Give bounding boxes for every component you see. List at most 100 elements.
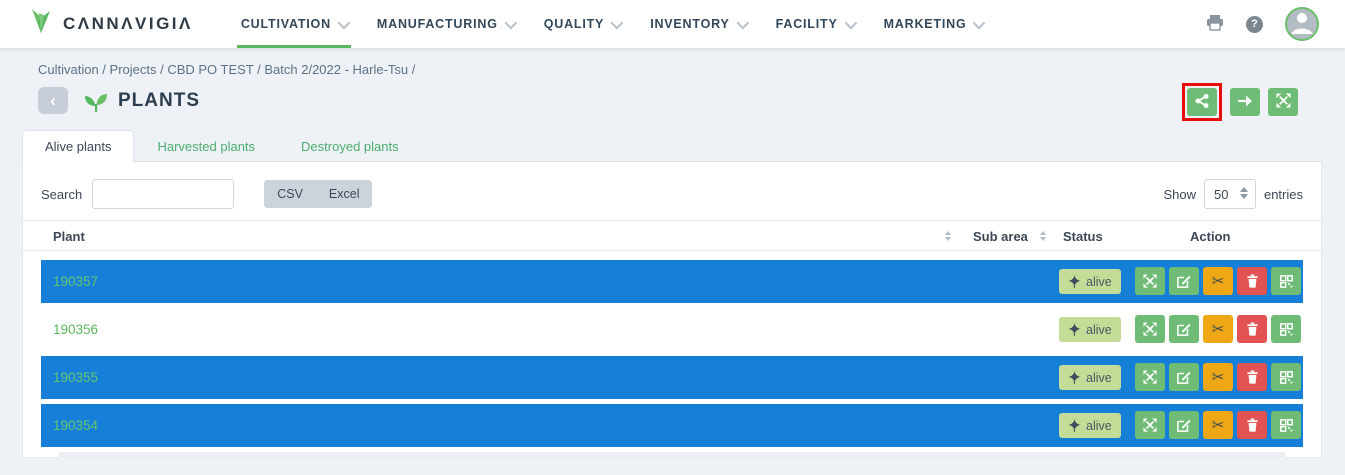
edit-plant-button[interactable] bbox=[1169, 363, 1199, 391]
edit-icon bbox=[1177, 371, 1191, 384]
excel-export-button[interactable]: Excel bbox=[315, 180, 373, 208]
nav-item-inventory[interactable]: INVENTORY bbox=[650, 0, 749, 48]
status-badge: alive bbox=[1059, 365, 1121, 390]
brand-logo[interactable]: CΛNNΛVIGIΛ bbox=[28, 7, 193, 42]
column-header-sub-area[interactable]: Sub area bbox=[973, 229, 1028, 244]
page-actions bbox=[1182, 83, 1298, 121]
row-actions: ✂ bbox=[1135, 411, 1301, 439]
chevron-down-icon bbox=[610, 16, 624, 29]
search-input[interactable] bbox=[92, 179, 235, 209]
move-forward-button[interactable] bbox=[1230, 88, 1260, 116]
row-actions: ✂ bbox=[1135, 315, 1301, 343]
cannabis-leaf-icon bbox=[1068, 371, 1081, 384]
chevron-down-icon bbox=[736, 16, 749, 29]
nav-item-quality[interactable]: QUALITY bbox=[543, 0, 624, 48]
back-button[interactable]: ‹ bbox=[38, 87, 68, 114]
table-row[interactable]: 190357 alive ✂ bbox=[41, 260, 1303, 303]
edit-plant-button[interactable] bbox=[1169, 315, 1199, 343]
harvest-plant-button[interactable]: ✂ bbox=[1203, 315, 1233, 343]
row-actions: ✂ bbox=[1135, 363, 1301, 391]
csv-export-button[interactable]: CSV bbox=[264, 180, 316, 208]
move-plant-button[interactable] bbox=[1135, 267, 1165, 295]
qr-code-button[interactable] bbox=[1271, 315, 1301, 343]
edit-plant-button[interactable] bbox=[1169, 411, 1199, 439]
move-plant-button[interactable] bbox=[1135, 363, 1165, 391]
nav-label: MANUFACTURING bbox=[376, 17, 498, 31]
qr-code-button[interactable] bbox=[1271, 363, 1301, 391]
status-text: alive bbox=[1086, 370, 1112, 385]
table-row[interactable]: 190356 alive ✂ bbox=[41, 308, 1303, 351]
cannabis-leaf-icon bbox=[1068, 323, 1081, 336]
page-header: ‹ PLANTS bbox=[38, 83, 1345, 121]
status-badge: alive bbox=[1059, 317, 1121, 342]
share-button[interactable] bbox=[1187, 88, 1217, 116]
status-text: alive bbox=[1086, 322, 1112, 337]
edit-plant-button[interactable] bbox=[1169, 267, 1199, 295]
breadcrumb[interactable]: Cultivation / Projects / CBD PO TEST / B… bbox=[38, 62, 416, 77]
show-label: Show bbox=[1163, 186, 1196, 202]
page-size-select[interactable]: 50 bbox=[1203, 179, 1256, 209]
expand-arrows-button[interactable] bbox=[1268, 88, 1298, 116]
harvest-plant-button[interactable]: ✂ bbox=[1203, 363, 1233, 391]
select-arrows-icon bbox=[1239, 187, 1248, 199]
move-plant-button[interactable] bbox=[1135, 411, 1165, 439]
plant-id-link[interactable]: 190355 bbox=[53, 370, 99, 385]
status-text: alive bbox=[1086, 418, 1112, 433]
main-navigation: CULTIVATION MANUFACTURING QUALITY INVENT… bbox=[236, 0, 986, 48]
destroy-plant-button[interactable] bbox=[1237, 363, 1267, 391]
plant-id-link[interactable]: 190354 bbox=[53, 418, 99, 433]
edit-icon bbox=[1177, 275, 1191, 288]
sort-arrows-icon[interactable] bbox=[1040, 231, 1046, 241]
table-header: Plant Sub area Status Action bbox=[23, 220, 1321, 251]
print-button[interactable] bbox=[1206, 14, 1224, 34]
help-button[interactable]: ? bbox=[1246, 15, 1263, 33]
tab-destroyed-plants[interactable]: Destroyed plants bbox=[301, 139, 399, 154]
nav-item-facility[interactable]: FACILITY bbox=[776, 0, 857, 48]
nav-label: QUALITY bbox=[543, 17, 605, 31]
qr-code-button[interactable] bbox=[1271, 267, 1301, 295]
column-header-plant[interactable]: Plant bbox=[53, 229, 85, 244]
user-avatar[interactable] bbox=[1285, 7, 1319, 41]
harvest-plant-button[interactable]: ✂ bbox=[1203, 267, 1233, 295]
table-row[interactable]: 190354 alive ✂ bbox=[41, 404, 1303, 447]
share-icon bbox=[1194, 93, 1210, 112]
edit-icon bbox=[1177, 419, 1191, 432]
top-navbar: CΛNNΛVIGIΛ CULTIVATION MANUFACTURING QUA… bbox=[0, 0, 1345, 48]
qr-code-icon bbox=[1279, 370, 1293, 384]
table-row[interactable]: 190355 alive ✂ bbox=[41, 356, 1303, 399]
destroy-plant-button[interactable] bbox=[1237, 315, 1267, 343]
seedling-icon bbox=[84, 90, 108, 112]
table-toolbar: Search CSV Excel Show 50 entries bbox=[23, 162, 1321, 209]
tab-alive-plants[interactable]: Alive plants bbox=[22, 130, 135, 162]
chevron-down-icon bbox=[844, 16, 857, 29]
brand-name: CΛNNΛVIGIΛ bbox=[63, 14, 193, 33]
sort-arrows-icon[interactable] bbox=[945, 231, 951, 241]
help-icon: ? bbox=[1246, 15, 1263, 33]
expand-arrows-icon bbox=[1143, 418, 1157, 432]
nav-item-manufacturing[interactable]: MANUFACTURING bbox=[376, 0, 517, 48]
plants-table-card: Search CSV Excel Show 50 entries Plant S… bbox=[22, 161, 1322, 458]
nav-item-cultivation[interactable]: CULTIVATION bbox=[236, 0, 351, 48]
trash-icon bbox=[1246, 418, 1258, 432]
expand-arrows-icon bbox=[1275, 93, 1291, 111]
plants-tabs: Alive plants Harvested plants Destroyed … bbox=[22, 130, 1345, 162]
plant-id-link[interactable]: 190357 bbox=[53, 274, 99, 289]
destroy-plant-button[interactable] bbox=[1237, 411, 1267, 439]
expand-arrows-icon bbox=[1143, 370, 1157, 384]
nav-label: INVENTORY bbox=[650, 17, 730, 31]
destroy-plant-button[interactable] bbox=[1237, 267, 1267, 295]
table-bottom-strip bbox=[59, 452, 1285, 458]
qr-code-icon bbox=[1279, 418, 1293, 432]
tab-harvested-plants[interactable]: Harvested plants bbox=[157, 139, 256, 154]
plant-id-link[interactable]: 190356 bbox=[53, 322, 99, 337]
trash-icon bbox=[1246, 274, 1258, 288]
nav-label: CULTIVATION bbox=[240, 17, 331, 31]
printer-icon bbox=[1206, 14, 1224, 34]
nav-item-marketing[interactable]: MARKETING bbox=[884, 0, 986, 48]
entries-label: entries bbox=[1263, 186, 1303, 202]
move-plant-button[interactable] bbox=[1135, 315, 1165, 343]
chevron-down-icon bbox=[973, 16, 986, 29]
page-size-value: 50 bbox=[1213, 186, 1229, 202]
harvest-plant-button[interactable]: ✂ bbox=[1203, 411, 1233, 439]
qr-code-button[interactable] bbox=[1271, 411, 1301, 439]
